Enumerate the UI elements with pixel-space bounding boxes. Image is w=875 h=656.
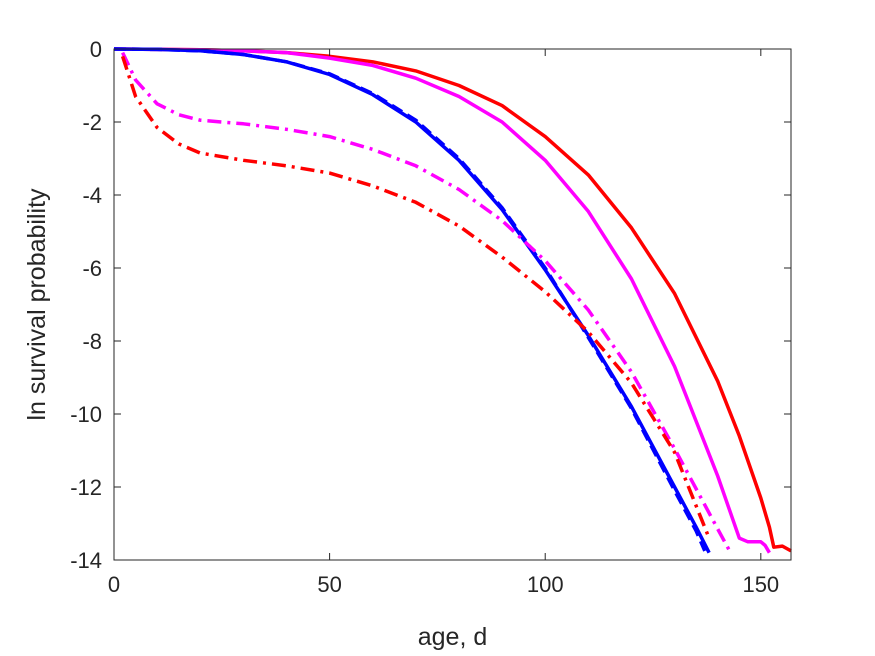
y-axis-label: ln survival probability bbox=[23, 188, 51, 421]
x-tick-label: 50 bbox=[317, 572, 341, 597]
y-tick-label: -8 bbox=[82, 329, 102, 354]
x-tick-label: 0 bbox=[108, 572, 120, 597]
x-tick-label: 150 bbox=[742, 572, 779, 597]
y-axis: 0 -2 -4 -6 -8 -10 -12 -14 bbox=[70, 37, 791, 573]
x-axis-label: age, d bbox=[418, 623, 488, 651]
plot-area bbox=[114, 49, 791, 560]
y-tick-label: -2 bbox=[82, 110, 102, 135]
series-line-6 bbox=[120, 55, 711, 539]
series-line-2 bbox=[113, 47, 771, 554]
y-tick-label: -6 bbox=[82, 256, 102, 281]
axes-box bbox=[113, 48, 792, 561]
y-tick-label: -10 bbox=[70, 402, 102, 427]
x-tick-label: 100 bbox=[527, 572, 564, 597]
series-layer bbox=[113, 47, 792, 554]
y-tick-label: -14 bbox=[70, 548, 102, 573]
series-line-5 bbox=[121, 51, 733, 554]
y-tick-label: -4 bbox=[82, 183, 102, 208]
y-tick-label: 0 bbox=[90, 37, 102, 62]
y-tick-label: -12 bbox=[70, 475, 102, 500]
x-axis: 0 50 100 150 bbox=[108, 49, 779, 597]
series-line-4 bbox=[113, 47, 707, 552]
